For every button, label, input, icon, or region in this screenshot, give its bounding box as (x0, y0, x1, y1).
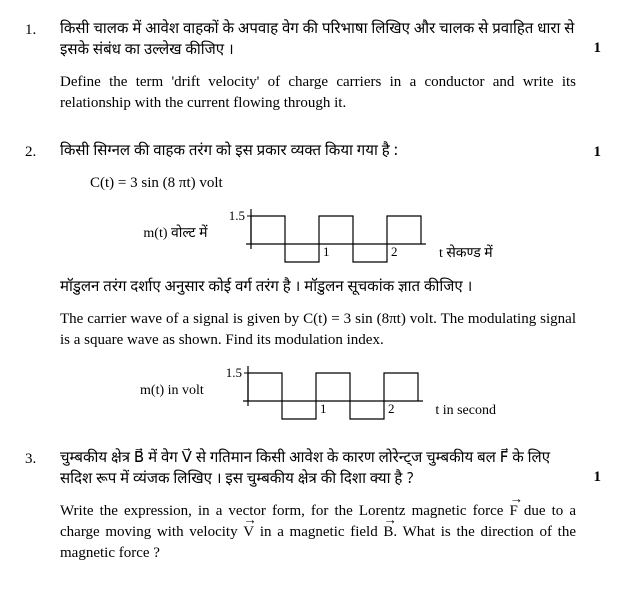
q3-hindi: चुम्बकीय क्षेत्र B⃗ में वेग V⃗ से गतिमान… (60, 449, 576, 491)
q2-chart-english: m(t) in volt 1.5 1 2 t in second (60, 361, 576, 421)
q3-number: 3. (25, 449, 36, 470)
q3-english: Write the expression, in a vector form, … (60, 501, 576, 564)
question-1: 1. 1 किसी चालक में आवेश वाहकों के अपवाह … (30, 20, 601, 114)
q2-formula: C(t) = 3 sin (8 πt) volt (90, 173, 576, 194)
square-wave-chart-2: 1.5 1 2 (208, 361, 428, 421)
q1-hindi: किसी चालक में आवेश वाहकों के अपवाह वेग क… (60, 20, 576, 62)
square-wave-chart-1: 1.5 1 2 (211, 204, 431, 264)
svg-text:2: 2 (391, 244, 398, 259)
q2-body: किसी सिग्नल की वाहक तरंग को इस प्रकार व्… (60, 142, 576, 421)
q1-english: Define the term 'drift velocity' of char… (60, 72, 576, 114)
svg-text:1: 1 (320, 401, 327, 416)
svg-text:2: 2 (388, 401, 395, 416)
chart2-right-label: t in second (435, 401, 496, 421)
q3-body: चुम्बकीय क्षेत्र B⃗ में वेग V⃗ से गतिमान… (60, 449, 576, 564)
svg-text:1: 1 (323, 244, 330, 259)
q2-english: The carrier wave of a signal is given by… (60, 309, 576, 351)
vector-B: B (383, 522, 393, 543)
question-2: 2. 1 किसी सिग्नल की वाहक तरंग को इस प्रक… (30, 142, 601, 421)
q2-marks: 1 (594, 142, 602, 163)
q3-eng-a: Write the expression, in a vector form, … (60, 503, 509, 519)
q2-number: 2. (25, 142, 36, 163)
chart1-right-label: t सेकण्ड में (439, 244, 493, 264)
q1-body: किसी चालक में आवेश वाहकों के अपवाह वेग क… (60, 20, 576, 114)
vector-V: V (243, 522, 254, 543)
q3-marks: 1 (594, 467, 602, 488)
q2-hindi-a: किसी सिग्नल की वाहक तरंग को इस प्रकार व्… (60, 142, 576, 163)
chart1-left-label: m(t) वोल्ट में (143, 224, 207, 244)
q1-number: 1. (25, 20, 36, 41)
q3-eng-c: in a magnetic field (254, 524, 383, 540)
question-3: 3. 1 चुम्बकीय क्षेत्र B⃗ में वेग V⃗ से ग… (30, 449, 601, 564)
q2-hindi-b: मॉडुलन तरंग दर्शाए अनुसार कोई वर्ग तरंग … (60, 278, 576, 299)
chart2-left-label: m(t) in volt (140, 381, 204, 401)
svg-text:1.5: 1.5 (225, 365, 241, 380)
q2-chart-hindi: m(t) वोल्ट में 1.5 1 2 t सेकण्ड में (60, 204, 576, 264)
q1-marks: 1 (594, 38, 602, 59)
svg-text:1.5: 1.5 (229, 208, 245, 223)
vector-F: F (509, 501, 517, 522)
